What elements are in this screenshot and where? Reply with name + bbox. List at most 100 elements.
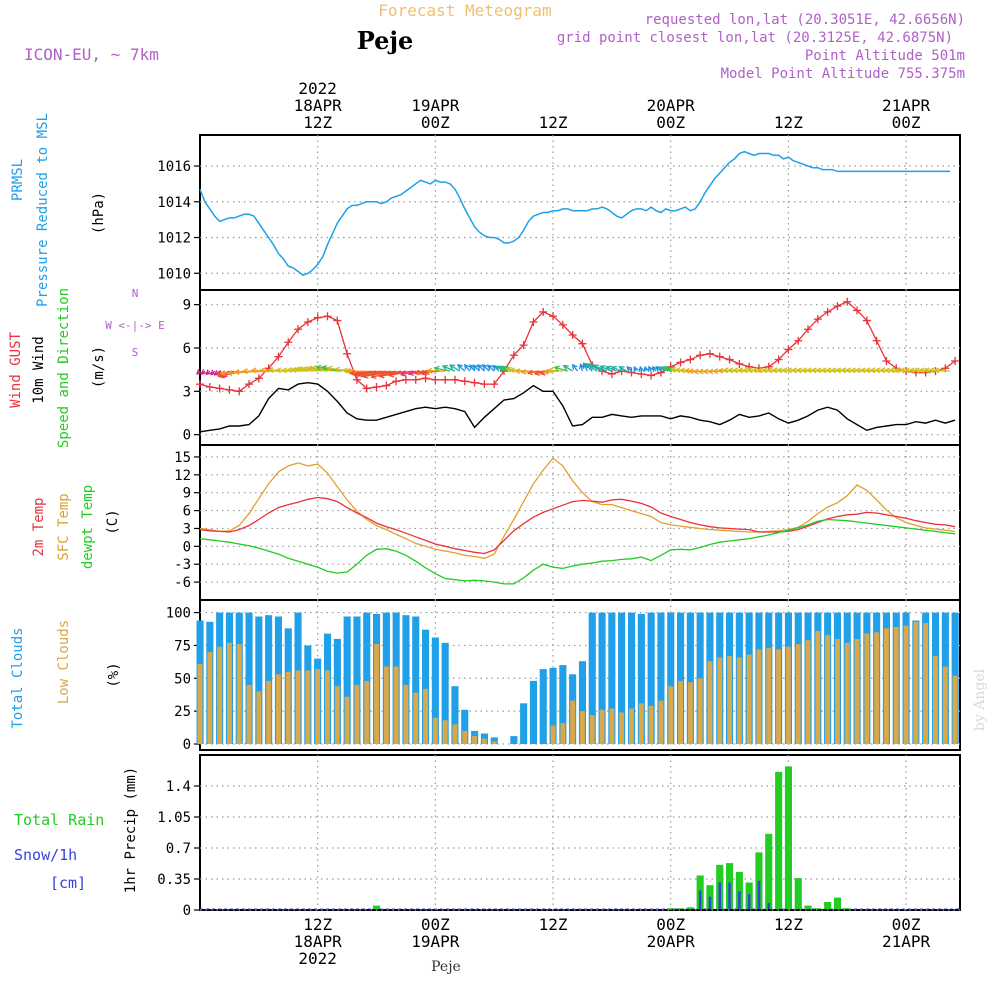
- total-cloud-bar-7: [265, 615, 273, 744]
- compass-west-east: W <-|-> E: [105, 319, 165, 332]
- total-cloud-bar-24: [431, 637, 439, 744]
- gust-point-28: [470, 378, 479, 387]
- y-tick-label-clouds-3: 75: [174, 638, 191, 654]
- wind-arrow-head-88: [626, 366, 633, 372]
- model-label: ICON-EU, ~ 7km: [24, 45, 159, 64]
- bottom-axis-label-5-0: 00Z: [892, 915, 921, 934]
- wind-arrow-head-16: [250, 367, 257, 374]
- y-tick-label-temp-0: -6: [174, 575, 191, 591]
- wind-arrow-head-130: [820, 367, 827, 374]
- wind-arrow-head-141: [874, 367, 881, 374]
- low-cloud-bar-29: [481, 738, 487, 744]
- wind-arrow-head-118: [761, 367, 768, 374]
- total-cloud-bar-16: [353, 616, 361, 744]
- wind-arrow-head-68: [514, 368, 521, 375]
- wind-arrow-head-84: [599, 365, 606, 371]
- wind-arrow-head-114: [741, 367, 748, 374]
- gust-point-29: [480, 380, 489, 389]
- pressure-line: [199, 150, 951, 276]
- low-cloud-bar-28: [472, 736, 477, 744]
- low-cloud-bar-24: [432, 717, 438, 744]
- low-cloud-bar-4: [236, 644, 242, 744]
- wind-arrow-head-137: [854, 367, 861, 374]
- low-cloud-bar-65: [835, 638, 840, 744]
- total-cloud-bar-21: [402, 615, 410, 744]
- low-cloud-bar-1: [207, 652, 213, 744]
- precip-label-snow-unit: [cm]: [50, 874, 86, 892]
- wind-arrow-head-44: [399, 370, 407, 377]
- low-cloud-bar-23: [423, 688, 428, 744]
- wind-arrow-head-148: [908, 367, 915, 374]
- wind-arrow-head-3: [210, 369, 217, 376]
- top-axis-label-1-0: 19APR: [411, 96, 460, 115]
- wind-arrow-shaft-83: [593, 365, 608, 372]
- gust-point-30: [490, 380, 499, 389]
- wind-arrow-head-116: [751, 367, 758, 374]
- grid-coords: grid point closest lon,lat (20.3125E, 42…: [557, 30, 953, 46]
- total-cloud-bar-27: [461, 709, 469, 744]
- temp-panel-frame: [199, 444, 961, 601]
- top-axis-label-3-1: 00Z: [656, 113, 685, 132]
- wind-arrow-head-17: [258, 367, 265, 374]
- wind-arrow-head-98: [666, 366, 674, 373]
- wind-side-labels: Wind GUST 10m Wind Speed and Direction (…: [8, 287, 165, 448]
- wind-arrow-head-27: [310, 365, 317, 372]
- wind-arrow-head-43: [387, 371, 395, 378]
- bottom-axis-label-4-0: 12Z: [774, 915, 803, 934]
- wind-arrow-head-28: [315, 364, 322, 371]
- y-tick-label-temp-3: 3: [183, 521, 191, 537]
- product-title: Forecast Meteogram: [378, 1, 551, 20]
- low-cloud-bar-40: [589, 715, 595, 744]
- rain-bar-60: [784, 766, 792, 909]
- low-cloud-bar-77: [952, 675, 958, 744]
- low-cloud-bar-72: [903, 625, 909, 744]
- bottom-axis-label-5-1: 21APR: [882, 932, 931, 951]
- wind-arrow-head-1: [200, 369, 207, 375]
- wind-arrow-head-23: [293, 366, 301, 373]
- wind-arrow-head-102: [683, 367, 690, 374]
- wind-arrow-shaft-50: [427, 369, 446, 372]
- precip-bars: [200, 766, 960, 910]
- cloud-bars: [196, 612, 959, 744]
- wind-arrow-head-143: [884, 367, 891, 374]
- y-tick-label-precip-0: 0: [183, 903, 191, 919]
- low-cloud-bar-44: [629, 708, 634, 744]
- total-cloud-bar-42: [608, 612, 616, 744]
- rain-bar-64: [824, 902, 832, 909]
- total-cloud-bar-26: [451, 686, 459, 744]
- y-tick-label-temp-1: -3: [174, 557, 191, 573]
- low-cloud-bar-3: [227, 642, 232, 744]
- gust-point-52: [705, 349, 714, 358]
- gust-point-34: [529, 318, 538, 326]
- wind-arrow-head-106: [702, 368, 709, 375]
- gust-point-26: [450, 375, 459, 384]
- top-axis-label-1-1: 00Z: [421, 113, 450, 132]
- wind-arrow-head-82: [587, 363, 594, 369]
- total-cloud-bar-23: [422, 629, 430, 744]
- low-cloud-bar-21: [403, 684, 409, 744]
- low-cloud-bar-6: [256, 691, 262, 744]
- gust-point-35: [539, 307, 548, 316]
- y-tick-label-precip-3: 1.05: [157, 810, 191, 826]
- wind-arrow-head-70: [526, 369, 534, 376]
- gust-point-69: [872, 336, 881, 345]
- wind-arrow-head-45: [407, 370, 414, 376]
- bottom-axis-label-0-1: 18APR: [294, 932, 343, 951]
- gust-point-5: [245, 380, 254, 389]
- wind-arrow-head-69: [520, 368, 527, 375]
- total-cloud-bar-33: [520, 703, 528, 744]
- wind-arrow-head-0: [196, 369, 202, 375]
- y-tick-label-pressure-1: 1012: [157, 231, 191, 247]
- wind-arrow-head-50: [426, 367, 433, 374]
- wind-arrow-head-83: [592, 364, 599, 370]
- gust-point-9: [284, 338, 293, 347]
- total-cloud-bar-43: [618, 612, 626, 744]
- temperature-series: [199, 457, 956, 585]
- low-cloud-bar-69: [874, 632, 880, 744]
- gust-point-1: [205, 383, 214, 391]
- low-cloud-bar-19: [383, 666, 389, 744]
- total-cloud-bar-22: [412, 616, 420, 744]
- gust-point-6: [254, 374, 263, 383]
- wind-arrow-head-53: [448, 364, 456, 370]
- temp-unit: (C): [105, 509, 121, 534]
